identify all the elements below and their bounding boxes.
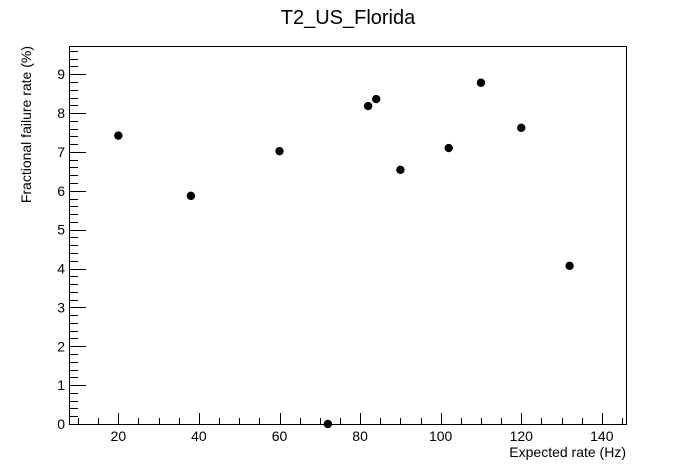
- chart-title: T2_US_Florida: [281, 7, 416, 29]
- y-axis-ticks: [70, 51, 86, 425]
- y-tick-label: 0: [57, 416, 65, 432]
- plot-frame: [69, 46, 627, 425]
- x-axis-tick-labels: 20 40 60 80 100 120 140: [111, 428, 614, 444]
- data-point: [372, 94, 381, 104]
- data-point: [363, 101, 373, 111]
- y-tick-label: 9: [57, 66, 65, 82]
- y-axis-label: Fractional failure rate (%): [18, 46, 34, 203]
- y-tick-label: 3: [57, 299, 65, 315]
- data-point: [186, 191, 196, 201]
- x-axis-label: Expected rate (Hz): [509, 444, 626, 460]
- data-point: [114, 131, 123, 140]
- y-tick-label: 2: [57, 338, 65, 354]
- data-point: [517, 123, 526, 133]
- x-tick-label: 120: [510, 428, 534, 444]
- y-tick-label: 4: [57, 261, 65, 277]
- data-points: [114, 78, 574, 429]
- y-tick-label: 5: [57, 222, 65, 238]
- y-axis-tick-labels: 0 1 2 3 4 5 6 7 8 9: [57, 66, 65, 432]
- x-tick-label: 80: [352, 428, 368, 444]
- y-tick-label: 1: [57, 377, 65, 393]
- x-tick-label: 40: [191, 428, 207, 444]
- data-point: [396, 165, 405, 175]
- data-point: [476, 78, 486, 87]
- data-point: [444, 143, 453, 153]
- y-tick-label: 8: [57, 105, 65, 121]
- data-point: [275, 146, 284, 156]
- x-tick-label: 100: [429, 428, 453, 444]
- y-tick-label: 6: [57, 183, 65, 199]
- x-tick-label: 140: [590, 428, 614, 444]
- data-point: [323, 419, 333, 429]
- x-tick-label: 20: [111, 428, 127, 444]
- x-tick-label: 60: [272, 428, 288, 444]
- y-tick-label: 7: [57, 144, 65, 160]
- data-point: [565, 261, 574, 271]
- x-axis-ticks: [78, 413, 623, 424]
